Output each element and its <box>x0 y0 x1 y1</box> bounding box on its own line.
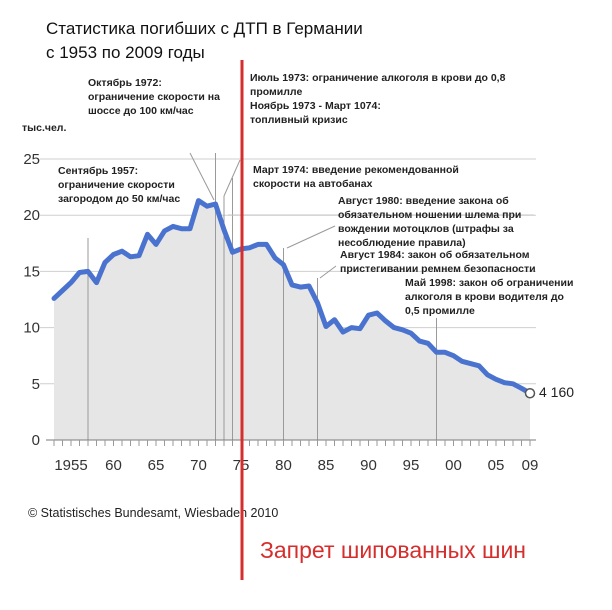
x-tick-label: 60 <box>105 457 122 474</box>
annotation-text: топливный кризис <box>250 114 348 126</box>
y-tick-label: 0 <box>32 432 40 449</box>
annotation-text: 0,5 промилле <box>405 305 475 317</box>
annotation-text: ограничение скорости <box>58 179 175 191</box>
annotation-texts: Сентябрь 1957: ограничение скорости загоро… <box>58 72 573 317</box>
tick-labels: 051015202519556065707580859095000509 <box>23 151 538 474</box>
annotation-text: пристегивании ремнем безопасности <box>340 263 536 275</box>
axis-layer <box>46 439 536 446</box>
y-tick-label: 20 <box>23 207 40 224</box>
annotation-text: Июль 1973: ограничение алкоголя в крови … <box>250 72 506 84</box>
annotation-leader <box>189 152 215 201</box>
x-tick-label: 00 <box>445 457 462 474</box>
annotation-text: Март 1974: введение рекомендованной <box>253 164 459 176</box>
y-tick-label: 25 <box>23 151 40 168</box>
chart-title-line2: с 1953 по 2009 годы <box>46 43 205 62</box>
annotation-text: обязательном ношении шлема при <box>338 209 521 221</box>
x-tick-label: 80 <box>275 457 292 474</box>
annotation-text: Ноябрь 1973 - Март 1074: <box>250 100 381 112</box>
chart-title-line1: Статистика погибших с ДТП в Германии <box>46 19 363 38</box>
area-fill <box>54 200 530 440</box>
series-line <box>51 198 533 396</box>
source-credit: © Statistisches Bundesamt, Wiesbaden 201… <box>28 506 278 520</box>
y-tick-label: 5 <box>32 376 40 393</box>
annotation-text: промилле <box>250 86 302 98</box>
y-tick-label: 10 <box>23 320 40 337</box>
annotation-text: несоблюдение правила) <box>338 237 466 249</box>
x-tick-label: 85 <box>318 457 335 474</box>
x-tick-label: 05 <box>488 457 505 474</box>
annotation-text: вождении мотоцклов (штрафы за <box>338 223 514 235</box>
x-tick-label: 90 <box>360 457 377 474</box>
x-tick-label: 65 <box>148 457 165 474</box>
x-tick-label: 1955 <box>54 457 87 474</box>
end-point-marker <box>524 387 536 399</box>
annotation-text: Октябрь 1972: <box>88 77 162 89</box>
y-tick-label: 15 <box>23 263 40 280</box>
annotation-leader <box>286 225 336 249</box>
annotation-leader <box>223 159 241 197</box>
annotation-text: Сентябрь 1957: <box>58 165 138 177</box>
annotation-text: Август 1984: закон об обязательном <box>340 249 530 261</box>
annotation-text: Май 1998: закон об ограничении <box>405 277 573 289</box>
y-unit-label: тыс.чел. <box>22 122 66 134</box>
x-tick-label: 70 <box>190 457 207 474</box>
annotation-text: загородом до 50 км/час <box>58 193 180 205</box>
annotation-leader <box>319 265 337 279</box>
x-tick-label: 95 <box>403 457 420 474</box>
annotation-leaders <box>87 152 534 440</box>
studded-tires-ban-note: Запрет шипованных шин <box>260 537 526 563</box>
annotation-text: алкоголя в крови водителя до <box>405 291 564 303</box>
annotation-text: скорости на автобанах <box>253 178 373 190</box>
x-tick-label: 09 <box>522 457 539 474</box>
annotation-text: Август 1980: введение закона об <box>338 195 509 207</box>
end-value-label: 4 160 <box>539 384 574 400</box>
annotation-text: шоссе до 100 км/час <box>88 105 194 117</box>
annotation-text: ограничение скорости на <box>88 91 220 103</box>
